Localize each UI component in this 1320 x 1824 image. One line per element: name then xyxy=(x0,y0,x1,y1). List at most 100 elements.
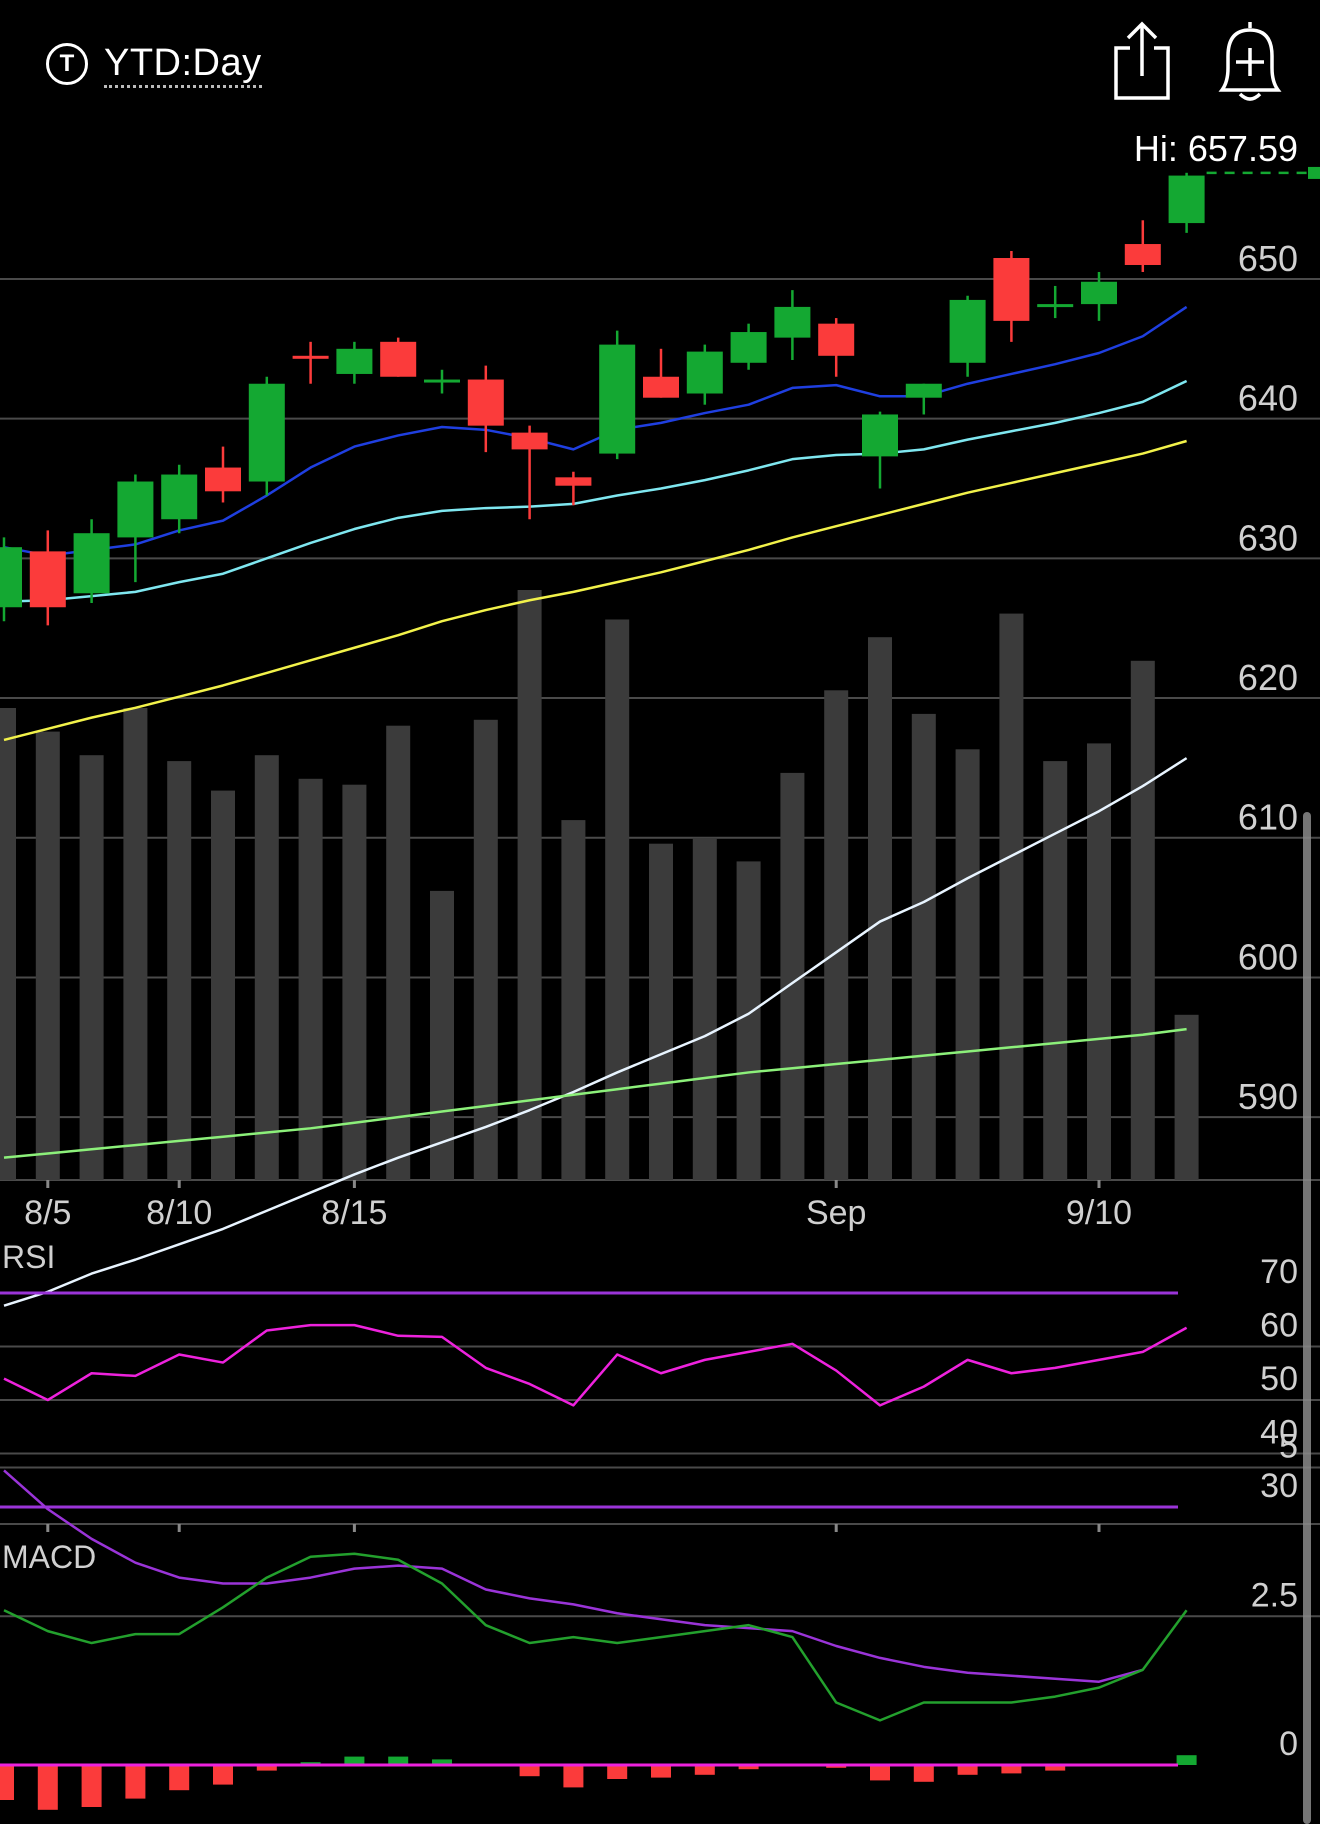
volume-bar xyxy=(561,820,586,1180)
candle-body xyxy=(248,383,285,482)
date-axis: 8/5 8/10 8/15 Sep 9/10 xyxy=(24,1180,1132,1232)
candle-body xyxy=(73,533,110,594)
macd-histogram-bar xyxy=(81,1765,102,1807)
candle-body xyxy=(1168,175,1205,224)
volume-bar xyxy=(430,890,454,1180)
share-icon xyxy=(1114,21,1170,100)
candle-body xyxy=(949,299,986,363)
candlesticks xyxy=(0,172,1205,626)
rsi-tick-label: 40 xyxy=(1260,1414,1298,1452)
rsi-tick-label: 60 xyxy=(1260,1307,1298,1345)
candle-body xyxy=(599,344,636,454)
sma-200-line xyxy=(3,1027,1187,1159)
macd-histogram-bar xyxy=(432,1759,452,1765)
range-selector-button[interactable]: T YTD:Day xyxy=(46,36,262,92)
t-circle-icon: T xyxy=(46,43,88,85)
candle-body xyxy=(117,481,154,538)
candle-body xyxy=(467,379,504,426)
volume-bar xyxy=(692,837,717,1180)
date-tick-label: 8/5 xyxy=(24,1194,71,1232)
volume-bar xyxy=(911,713,936,1180)
rsi-tick-label: 30 xyxy=(1260,1467,1298,1505)
rsi-title: RSI xyxy=(2,1239,55,1275)
candle-body xyxy=(0,547,22,608)
ema-fast-line xyxy=(3,305,1188,557)
price-tick-label: 600 xyxy=(1238,936,1298,977)
volume-bar xyxy=(868,637,892,1180)
volume-bar xyxy=(824,690,849,1180)
candle-body xyxy=(1124,244,1161,265)
price-tick-label: 590 xyxy=(1238,1076,1298,1117)
add-alert-bell-icon xyxy=(1218,22,1282,101)
volume-bar xyxy=(955,749,980,1180)
candle-body xyxy=(1081,281,1117,305)
candle-body xyxy=(643,376,679,398)
volume-bar xyxy=(1174,1014,1199,1180)
volume-bar xyxy=(342,784,367,1180)
moving-average-lines xyxy=(3,305,1188,1307)
rsi-tick-label: 70 xyxy=(1260,1253,1298,1291)
rsi-line xyxy=(3,1323,1188,1407)
macd-histogram-bar xyxy=(1176,1755,1197,1765)
macd-histogram-bar xyxy=(957,1765,978,1775)
macd-histogram-bar xyxy=(738,1765,759,1770)
volume-bar xyxy=(167,761,192,1180)
candle-body xyxy=(29,551,66,608)
macd-histogram-bar xyxy=(563,1765,584,1788)
volume-bar xyxy=(386,725,411,1180)
macd-histogram-bar xyxy=(37,1765,58,1810)
candle-body xyxy=(862,414,898,457)
volume-bar xyxy=(473,719,498,1180)
macd-histogram-bar xyxy=(519,1765,540,1777)
candle-body xyxy=(205,467,241,492)
sma-50-line xyxy=(3,439,1187,742)
share-button[interactable] xyxy=(1102,18,1182,104)
candle-body xyxy=(993,258,1030,321)
candle-body xyxy=(1037,304,1074,308)
macd-title: MACD xyxy=(2,1539,96,1575)
macd-histogram-bar xyxy=(388,1756,409,1765)
date-tick-label: 9/10 xyxy=(1066,1194,1132,1232)
price-tick-label: 630 xyxy=(1238,517,1298,558)
volume-bar xyxy=(1130,660,1155,1180)
high-price-label: Hi: 657.59 xyxy=(1133,128,1298,169)
rsi-tick-label: 50 xyxy=(1260,1360,1298,1398)
volume-bar xyxy=(517,590,542,1180)
volume-bars xyxy=(0,590,1199,1180)
macd-line xyxy=(3,1552,1188,1722)
macd-histogram-bar xyxy=(1001,1765,1022,1774)
date-tick-label: 8/15 xyxy=(321,1194,387,1232)
candle-body xyxy=(730,332,767,363)
volume-bar xyxy=(254,755,279,1180)
candle-body xyxy=(905,383,942,398)
macd-histogram-bar xyxy=(125,1765,146,1799)
ema-mid-line xyxy=(3,379,1188,603)
volume-bar xyxy=(0,708,16,1180)
macd-histogram-bar xyxy=(344,1756,365,1765)
date-tick-label: 8/10 xyxy=(146,1194,212,1232)
date-tick-label: Sep xyxy=(806,1194,867,1232)
macd-histogram-bar xyxy=(0,1765,14,1800)
candle-body xyxy=(818,323,855,356)
volume-bar xyxy=(605,619,630,1180)
volume-bar xyxy=(999,613,1024,1180)
candle-body xyxy=(424,379,460,383)
macd-histogram-bar xyxy=(913,1765,934,1782)
candle-body xyxy=(292,355,329,359)
volume-bar xyxy=(79,755,104,1180)
macd-tick-label: 2.5 xyxy=(1251,1576,1298,1614)
candle-body xyxy=(511,432,548,450)
volume-bar xyxy=(35,731,60,1180)
macd-signal-line xyxy=(3,1469,1144,1683)
volume-bar xyxy=(211,790,235,1180)
scrollbar[interactable] xyxy=(1303,812,1311,1824)
sma-100-line xyxy=(3,757,1188,1307)
macd-tick-label: 5 xyxy=(1279,1428,1298,1466)
macd-histogram-bar xyxy=(169,1765,190,1791)
add-alert-button[interactable] xyxy=(1210,18,1290,104)
price-tick-label: 620 xyxy=(1238,657,1298,698)
macd-panel: MACD 5 2.5 0 xyxy=(0,1428,1320,1810)
price-tick-label: 640 xyxy=(1238,378,1298,419)
macd-histogram-bar xyxy=(870,1765,890,1781)
